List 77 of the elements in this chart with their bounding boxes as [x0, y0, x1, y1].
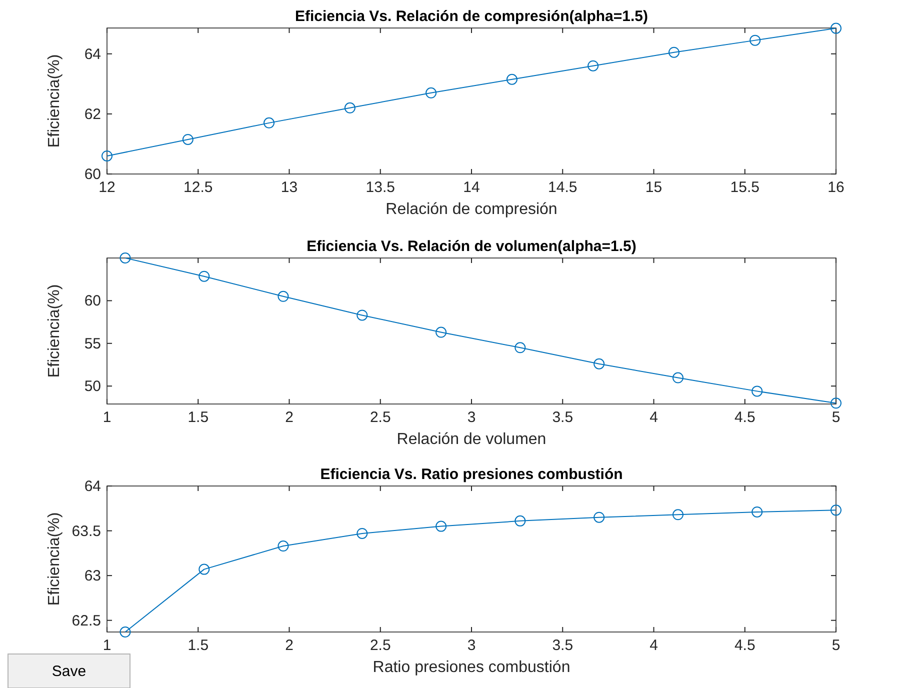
chart-title: Eficiencia Vs. Ratio presiones combustión [320, 466, 623, 483]
y-axis-title: Eficiencia(%) [46, 284, 63, 378]
y-tick-label: 55 [84, 335, 101, 352]
point [594, 358, 605, 370]
point [278, 540, 289, 552]
point [506, 74, 518, 85]
x-tick-label: 3 [467, 637, 476, 654]
x-tick-label: 12 [98, 179, 116, 196]
point [830, 504, 842, 516]
y-axis-title: Eficiencia(%) [46, 512, 63, 606]
x-tick-label: 1.5 [188, 637, 209, 654]
x-tick-label: 13.5 [366, 179, 395, 196]
x-tick-label: 5 [832, 409, 840, 426]
x-tick-label: 3.5 [552, 409, 574, 426]
point [436, 326, 447, 338]
x-tick-label: 1.5 [188, 409, 209, 426]
x-tick-label: 4.5 [734, 409, 756, 426]
point [668, 46, 680, 58]
point [830, 22, 842, 34]
x-tick-label: 16 [828, 179, 844, 196]
point [356, 310, 368, 321]
chart-title: Eficiencia Vs. Relación de volumen(alpha=1.5) [306, 238, 636, 255]
y-tick-label: 63.5 [72, 522, 101, 540]
x-tick-label: 2.5 [370, 409, 391, 426]
x-axis-title: Ratio presiones combustión [372, 659, 570, 676]
point [120, 626, 131, 638]
x-tick-label: 13 [280, 179, 298, 196]
point [356, 528, 368, 539]
x-tick-label: 1 [102, 637, 112, 654]
point [426, 87, 437, 98]
y-tick-label: 64 [84, 46, 101, 63]
y-axis-title: Eficiencia(%) [46, 54, 63, 148]
point [752, 506, 763, 518]
y-tick-label: 60 [84, 166, 101, 183]
x-tick-label: 2.5 [370, 637, 391, 654]
point [278, 290, 289, 302]
x-tick-label: 12.5 [184, 179, 213, 196]
point [594, 512, 605, 523]
x-tick-label: 14 [463, 179, 480, 196]
point [198, 270, 210, 282]
x-tick-label: 3.5 [552, 637, 574, 654]
point [514, 515, 526, 526]
y-tick-label: 50 [84, 378, 101, 396]
x-tick-label: 15.5 [730, 179, 760, 196]
chart-title: Eficiencia Vs. Relación de compresión(alpha=1.5) [294, 8, 648, 25]
point [830, 398, 842, 409]
y-tick-label: 63 [84, 568, 101, 585]
y-tick-label: 60 [84, 292, 101, 310]
point [264, 117, 275, 128]
x-tick-label: 2 [285, 409, 294, 426]
x-tick-label: 1 [102, 409, 112, 426]
point [672, 509, 684, 520]
point [672, 372, 684, 384]
point [102, 150, 112, 162]
x-axis-title: Relación de volumen [396, 431, 546, 448]
y-tick-label: 64 [84, 478, 101, 495]
x-tick-label: 5 [832, 637, 840, 654]
x-tick-label: 3 [467, 409, 476, 426]
point [514, 342, 526, 354]
y-tick-label: 62 [84, 106, 101, 123]
x-tick-label: 2 [285, 637, 294, 654]
x-axis-title: Relación de compresión [386, 201, 558, 218]
text: Save [52, 663, 86, 680]
x-tick-label: 4.5 [734, 637, 756, 654]
point [198, 564, 210, 575]
point [120, 252, 131, 264]
point [750, 34, 761, 46]
y-tick-label: 62.5 [72, 612, 101, 630]
x-tick-label: 4 [650, 637, 658, 654]
point [344, 102, 356, 114]
x-tick-label: 15 [645, 179, 662, 196]
point [436, 520, 447, 532]
point [588, 60, 599, 72]
x-tick-label: 14.5 [548, 179, 578, 196]
x-tick-label: 4 [650, 409, 658, 426]
point [182, 134, 194, 145]
point [752, 386, 763, 397]
